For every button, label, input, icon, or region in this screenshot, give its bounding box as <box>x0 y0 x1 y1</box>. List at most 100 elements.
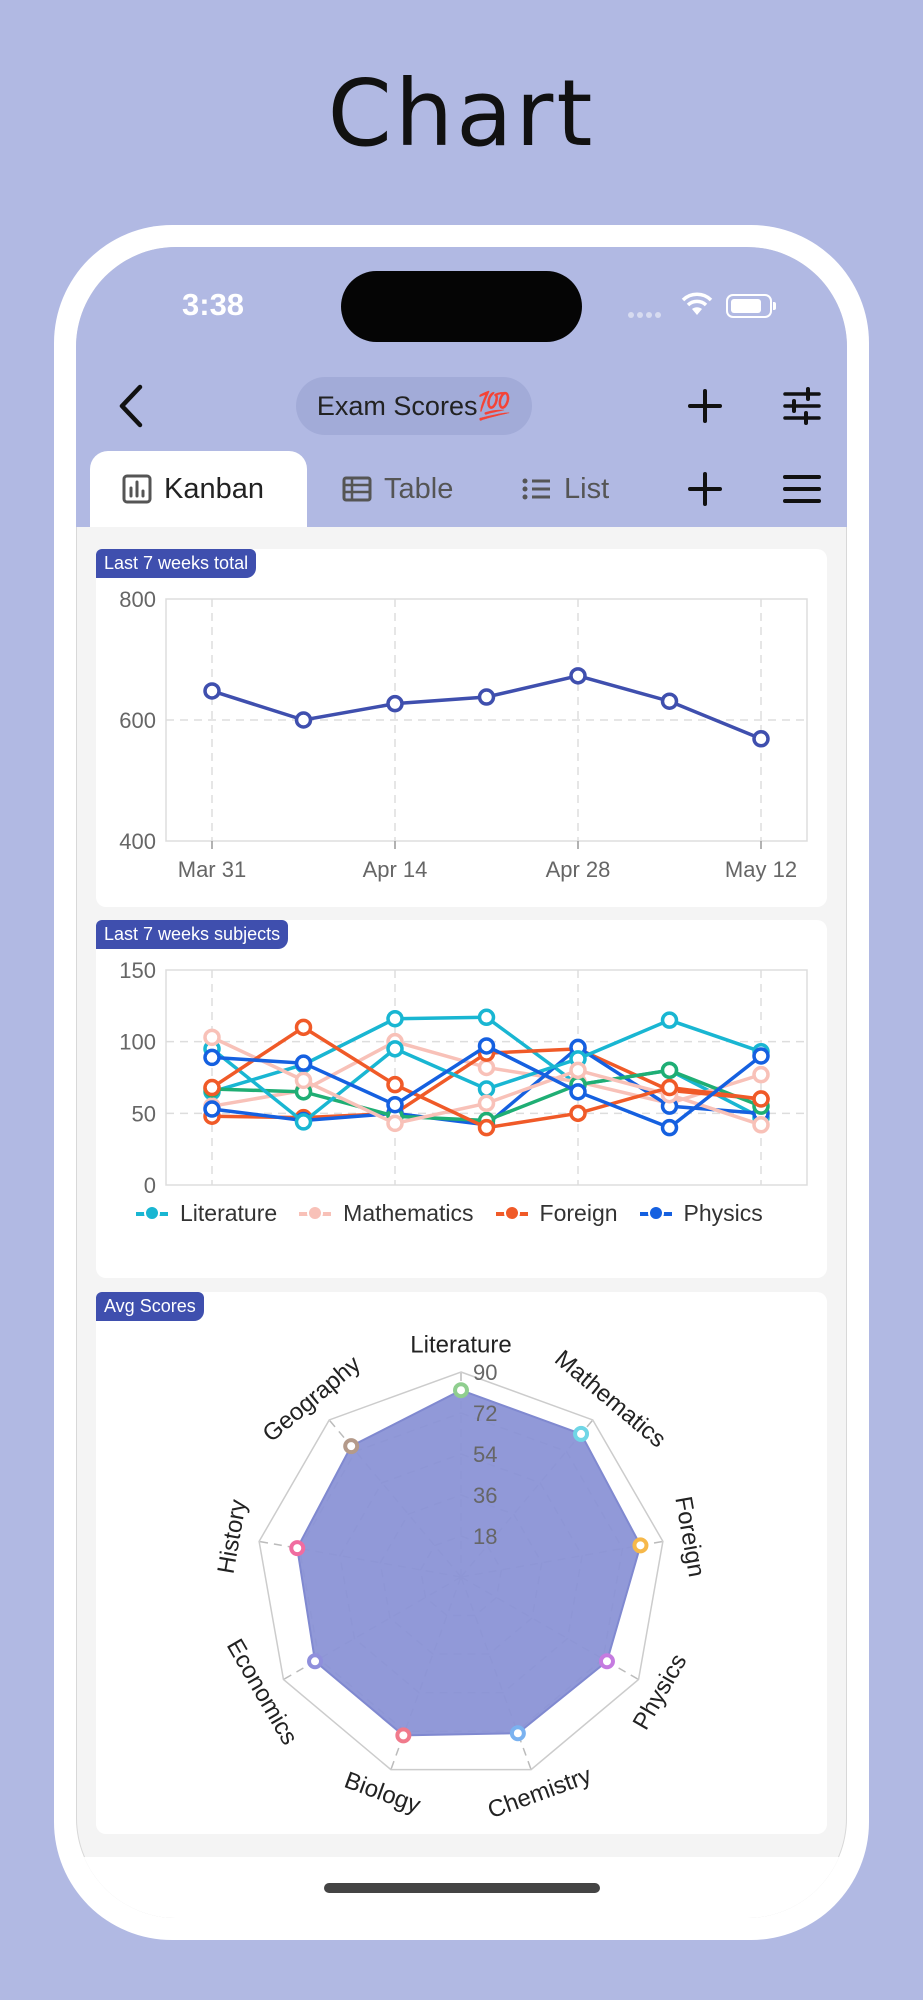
page-heading: Chart <box>327 60 596 167</box>
tab-label: Table <box>384 472 454 505</box>
y-tick-label: 0 <box>144 1173 156 1198</box>
data-point <box>569 1083 587 1101</box>
y-tick-label: 600 <box>119 708 156 733</box>
subjects-chart-card: Last 7 weeks subjects 0 50 100 150 Literatu… <box>96 920 827 1278</box>
data-point <box>477 1037 496 1055</box>
radar-point <box>573 1425 590 1442</box>
x-tick-label: Apr 28 <box>546 857 611 882</box>
dynamic-island <box>341 271 582 342</box>
y-tick-label: 150 <box>119 958 156 983</box>
legend-item[interactable]: Foreign <box>495 1200 618 1227</box>
radar-area <box>296 1389 642 1737</box>
data-point <box>203 1028 221 1047</box>
series-line <box>211 674 762 741</box>
data-point <box>386 694 404 713</box>
list-icon <box>522 478 550 500</box>
data-point <box>752 730 770 748</box>
data-point <box>660 692 679 710</box>
data-point <box>660 1011 679 1029</box>
filter-settings-icon[interactable] <box>782 387 822 425</box>
add-icon[interactable] <box>686 387 724 425</box>
legend-swatch <box>495 1204 528 1221</box>
wifi-icon <box>681 292 713 315</box>
data-point <box>569 1104 587 1123</box>
chart-title: Avg Scores <box>96 1292 204 1321</box>
chart-legend: Literature Mathematics Foreign Physics <box>136 1200 785 1227</box>
back-icon[interactable] <box>112 381 152 431</box>
x-tick-label: Mar 31 <box>178 857 246 882</box>
data-point <box>752 1065 770 1084</box>
data-point <box>660 1118 679 1137</box>
data-point <box>477 1118 496 1137</box>
data-point <box>660 1061 679 1080</box>
tab-list[interactable]: List <box>522 451 609 527</box>
home-indicator[interactable] <box>324 1883 600 1893</box>
total-line-chart: 400 600 800 Mar 31 Apr 14 Apr 28 May 12 <box>119 587 808 882</box>
data-point <box>386 1075 404 1094</box>
data-point <box>569 667 587 685</box>
data-point <box>752 1047 770 1065</box>
data-point <box>386 1095 404 1114</box>
bar-chart-icon <box>122 474 152 504</box>
tab-kanban-bg <box>90 451 307 527</box>
avg-scores-card: Avg Scores 18 36 54 72 90 Literature Mathemati… <box>96 1292 827 1834</box>
x-tick-label: May 12 <box>725 857 797 882</box>
data-point <box>294 1113 313 1131</box>
radar-point <box>509 1725 526 1742</box>
x-tick-label: Apr 14 <box>363 857 428 882</box>
y-tick-label: 100 <box>119 1030 156 1055</box>
legend-item[interactable]: Mathematics <box>299 1200 474 1227</box>
data-point <box>477 688 496 706</box>
data-point <box>386 1114 404 1133</box>
avg-scores-radar-chart: 1836547290LiteratureMathematicsForeignPh… <box>213 1331 710 1824</box>
legend-label: Literature <box>180 1200 278 1226</box>
legend-label: Foreign <box>539 1200 618 1226</box>
radar-axis-label: Physics <box>628 1649 693 1734</box>
legend-item[interactable]: Literature <box>136 1200 277 1227</box>
data-point <box>294 1018 313 1037</box>
data-point <box>477 1008 496 1027</box>
radar-tick-label: 54 <box>473 1442 497 1467</box>
radar-axis-label: Foreign <box>669 1494 710 1579</box>
add-view-icon[interactable] <box>686 470 724 508</box>
total-chart-card: Last 7 weeks total 400 600 800 Mar 31 Apr 14… <box>96 549 827 907</box>
tab-kanban[interactable]: Kanban <box>122 451 264 527</box>
menu-icon[interactable] <box>782 472 822 506</box>
data-point <box>752 1116 770 1134</box>
legend-label: Physics <box>683 1200 763 1226</box>
tab-label: Kanban <box>164 472 264 505</box>
data-point <box>294 1054 313 1072</box>
tab-table[interactable]: Table <box>342 451 453 527</box>
radar-point <box>632 1537 649 1554</box>
legend-item[interactable]: Physics <box>639 1200 763 1227</box>
chart-title: Last 7 weeks subjects <box>96 920 289 949</box>
nav-title[interactable]: Exam Scores💯 <box>296 377 532 435</box>
radar-point <box>598 1653 615 1670</box>
legend-label: Mathematics <box>343 1200 474 1226</box>
data-point <box>660 1078 679 1097</box>
legend-swatch <box>639 1204 672 1221</box>
radar-axis-label: Geography <box>258 1351 366 1448</box>
data-point <box>477 1094 496 1113</box>
status-time: 3:38 <box>182 287 245 322</box>
subjects-line-chart: 0 50 100 150 <box>119 958 808 1198</box>
table-icon <box>342 476 372 502</box>
radar-tick-label: 36 <box>473 1483 497 1508</box>
data-point <box>294 711 313 729</box>
data-point <box>477 1080 496 1098</box>
data-point <box>203 1078 221 1097</box>
battery-icon <box>726 294 776 318</box>
data-point <box>386 1009 404 1028</box>
radar-point <box>453 1382 469 1399</box>
radar-tick-label: 90 <box>473 1360 497 1385</box>
tab-label: List <box>564 472 610 505</box>
radar-point <box>343 1438 360 1455</box>
data-point <box>203 682 221 700</box>
radar-point <box>395 1727 412 1744</box>
data-point <box>477 1058 496 1077</box>
y-tick-label: 400 <box>119 829 156 854</box>
data-point <box>203 1048 221 1067</box>
radar-point <box>289 1540 306 1557</box>
radar-point <box>307 1653 324 1670</box>
plot-frame <box>165 969 808 1186</box>
